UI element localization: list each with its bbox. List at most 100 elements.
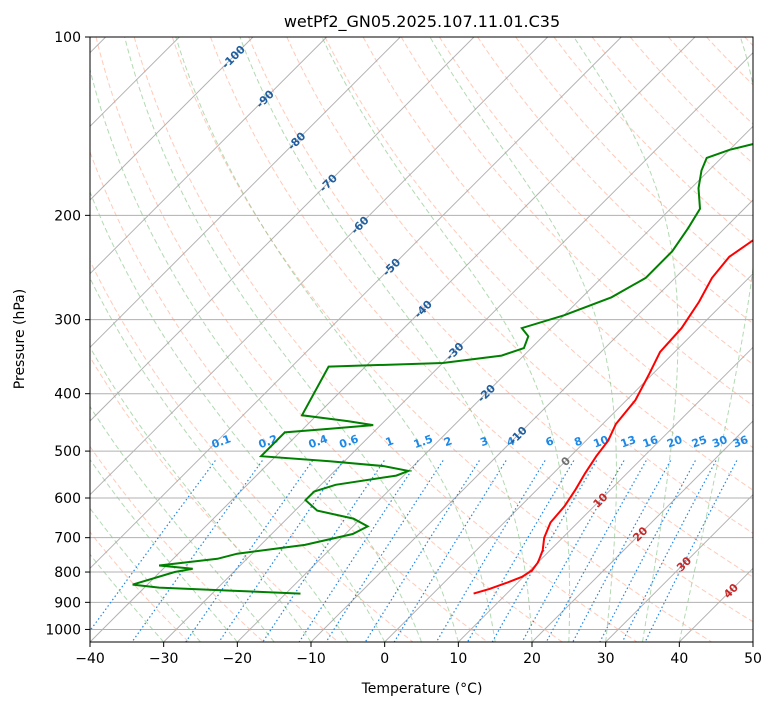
y-axis-label: Pressure (hPa) xyxy=(12,289,28,389)
dry-adiabat xyxy=(171,37,712,642)
x-axis: −40 −30 −20 −10 0 10 20 30 40 50 xyxy=(75,642,762,667)
mixing-ratio-label: 0.1 xyxy=(210,432,233,451)
y-tick-label: 400 xyxy=(54,387,81,403)
moist-adiabat xyxy=(239,37,533,642)
y-tick-label: 600 xyxy=(54,491,81,507)
mixing-ratio-line xyxy=(90,460,216,632)
mixing-ratio-label: 10 xyxy=(592,433,611,451)
mixing-ratio-label: 6 xyxy=(544,434,556,449)
dry-adiabat xyxy=(400,37,753,407)
background-lines xyxy=(90,37,753,642)
moist-adiabat xyxy=(175,37,496,642)
profile-lines xyxy=(132,143,753,595)
mixing-ratio-label: 1.5 xyxy=(412,432,435,451)
dry-adiabat xyxy=(515,37,753,284)
moist-adiabat xyxy=(90,277,349,642)
isotherm xyxy=(90,37,622,570)
isotherm xyxy=(90,37,696,642)
mixing-ratio-line xyxy=(218,460,344,642)
mixing-ratio-line xyxy=(572,460,672,642)
mixing-ratio-line xyxy=(262,460,385,642)
isotherm xyxy=(90,37,475,422)
moist-adiabat xyxy=(678,37,753,642)
chart-title: wetPf2_GN05.2025.107.11.01.C35 xyxy=(284,12,560,32)
dry-adiabat xyxy=(210,37,753,623)
isotherm xyxy=(310,199,753,642)
mixing-ratio-line xyxy=(185,460,314,642)
mixing-ratio-label: 4 xyxy=(505,434,517,449)
mixing-ratio-line xyxy=(435,460,546,642)
y-tick-label: 200 xyxy=(54,208,81,224)
x-tick-label: 40 xyxy=(670,651,688,667)
plot-frame xyxy=(89,36,754,643)
moist-adiabat xyxy=(90,458,238,642)
dewpoint-line xyxy=(132,143,753,595)
mixing-ratio-line xyxy=(325,460,444,642)
mixing-ratio-label: 1 xyxy=(384,434,396,449)
dry-adiabat xyxy=(629,37,753,165)
isotherm xyxy=(236,125,753,642)
mixing-ratio-label: 0.6 xyxy=(338,432,361,451)
temperature-line xyxy=(473,239,753,595)
mixing-ratio-line xyxy=(545,460,647,642)
mixing-ratio-label: 20 xyxy=(665,433,684,451)
y-tick-label: 900 xyxy=(54,595,81,611)
mixing-ratio-label: 0.4 xyxy=(307,432,330,451)
y-tick-label: 800 xyxy=(54,565,81,581)
moist-adiabat xyxy=(429,37,617,642)
x-axis-label: Temperature (°C) xyxy=(361,681,483,697)
y-tick-label: 100 xyxy=(54,30,81,46)
x-tick-label: −30 xyxy=(149,651,179,667)
mixing-ratio-line xyxy=(131,460,263,642)
dry-adiabat xyxy=(248,37,753,578)
mixing-ratio-label: 13 xyxy=(619,433,638,450)
y-tick-label: 300 xyxy=(54,313,81,329)
isotherm xyxy=(90,37,254,201)
mixing-ratio-label: 16 xyxy=(641,433,660,451)
dry-adiabat xyxy=(438,37,753,366)
dry-adiabat xyxy=(90,445,264,642)
y-tick-label: 700 xyxy=(54,531,81,547)
y-tick-label: 500 xyxy=(54,444,81,460)
dry-adiabat xyxy=(286,37,753,534)
isotherm xyxy=(531,420,753,642)
dry-adiabat xyxy=(133,37,638,642)
moist-adiabat xyxy=(321,37,571,642)
dry-adiabat xyxy=(553,37,753,244)
moist-adiabat xyxy=(573,37,679,642)
x-tick-label: 50 xyxy=(744,651,762,667)
mixing-ratio-line xyxy=(521,460,625,642)
isotherm xyxy=(457,346,753,642)
isotherm xyxy=(163,51,753,642)
mixing-ratio-line xyxy=(491,460,598,642)
isotherm xyxy=(90,37,549,496)
isotherm xyxy=(384,272,753,642)
dry-adiabat xyxy=(90,259,414,642)
mixing-ratio-label: 0.2 xyxy=(257,432,280,451)
x-tick-label: 10 xyxy=(449,651,467,667)
x-tick-label: 30 xyxy=(597,651,615,667)
mixing-ratio-label: 2 xyxy=(442,434,454,449)
dry-adiabat xyxy=(324,37,753,491)
isotherm xyxy=(90,37,401,349)
x-tick-label: −40 xyxy=(75,651,105,667)
x-tick-label: −10 xyxy=(296,651,326,667)
isotherm xyxy=(605,493,753,642)
mixing-ratio-labels: 0.1 0.2 0.4 0.6 1 1.5 2 3 4 6 8 10 13 16 20 25 30 36 xyxy=(210,432,750,451)
dry-adiabat xyxy=(95,37,563,642)
mixing-ratio-label: 25 xyxy=(690,433,709,450)
mixing-ratio-label: 36 xyxy=(731,433,750,451)
isotherm xyxy=(90,37,328,275)
mixing-ratio-label: 3 xyxy=(478,434,490,449)
mixing-ratio-line xyxy=(298,460,419,642)
x-tick-label: −20 xyxy=(223,651,253,667)
x-tick-label: 20 xyxy=(523,651,541,667)
x-tick-label: 0 xyxy=(380,651,389,667)
moist-adiabat xyxy=(90,190,386,642)
mixing-ratio-label: 8 xyxy=(572,434,584,449)
moist-adiabat xyxy=(90,67,422,642)
moist-adiabat xyxy=(124,37,459,642)
mixing-ratio-label: 30 xyxy=(710,433,729,451)
